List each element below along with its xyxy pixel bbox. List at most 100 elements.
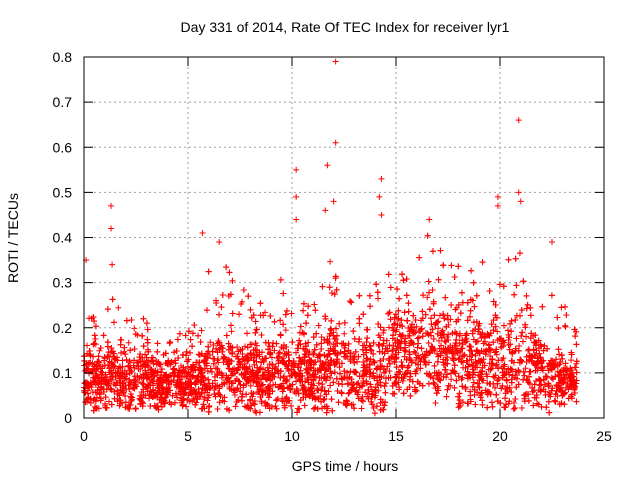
- data-point: [457, 349, 464, 356]
- data-point: [371, 359, 378, 366]
- data-point: [562, 360, 569, 367]
- data-point: [467, 388, 474, 395]
- data-point: [414, 335, 421, 342]
- data-point: [469, 383, 476, 390]
- data-point: [532, 367, 539, 374]
- data-point: [223, 264, 230, 271]
- data-point: [459, 345, 466, 352]
- data-point: [243, 380, 250, 387]
- data-point: [161, 397, 168, 404]
- data-point: [524, 391, 531, 398]
- data-point: [196, 359, 203, 366]
- data-point: [174, 394, 181, 401]
- data-point: [535, 375, 542, 382]
- data-point: [410, 341, 417, 348]
- data-point: [359, 393, 366, 400]
- data-point: [509, 372, 516, 379]
- data-point: [384, 363, 391, 370]
- data-point: [240, 286, 247, 293]
- data-point: [122, 393, 129, 400]
- data-point: [537, 377, 544, 384]
- data-point: [499, 382, 506, 389]
- data-point: [481, 333, 488, 340]
- data-point: [453, 336, 460, 343]
- data-point: [327, 258, 334, 265]
- data-point: [187, 349, 194, 356]
- data-point: [510, 405, 517, 412]
- data-point: [436, 337, 443, 344]
- data-point: [358, 405, 365, 412]
- data-point: [380, 355, 387, 362]
- data-point: [410, 330, 417, 337]
- data-point: [377, 324, 384, 331]
- data-point: [458, 289, 465, 296]
- data-point: [176, 330, 183, 337]
- data-point: [169, 392, 176, 399]
- data-point: [301, 402, 308, 409]
- data-point: [251, 401, 258, 408]
- data-point: [229, 310, 236, 317]
- data-point: [341, 330, 348, 337]
- data-point: [150, 360, 157, 367]
- data-point: [158, 369, 165, 376]
- data-point: [92, 335, 99, 342]
- data-point: [104, 354, 111, 361]
- data-point: [218, 342, 225, 349]
- data-point: [502, 395, 509, 402]
- data-point: [280, 290, 287, 297]
- data-point: [370, 405, 377, 412]
- data-point: [248, 314, 255, 321]
- data-point: [171, 373, 178, 380]
- data-point: [234, 385, 241, 392]
- data-point: [271, 347, 278, 354]
- data-point: [539, 303, 546, 310]
- data-point: [412, 317, 419, 324]
- data-point: [468, 267, 475, 274]
- data-point: [444, 386, 451, 393]
- data-point: [438, 348, 445, 355]
- data-point: [385, 310, 392, 317]
- data-point: [558, 304, 565, 311]
- data-point: [132, 331, 139, 338]
- data-point: [327, 345, 334, 352]
- data-point: [272, 402, 279, 409]
- data-point: [304, 312, 311, 319]
- data-point: [496, 281, 503, 288]
- data-point: [382, 380, 389, 387]
- data-point: [332, 350, 339, 357]
- data-point: [187, 336, 194, 343]
- data-point: [342, 342, 349, 349]
- data-point: [199, 373, 206, 380]
- data-point: [313, 330, 320, 337]
- data-point: [415, 361, 422, 368]
- data-point: [572, 333, 579, 340]
- data-point: [207, 365, 214, 372]
- data-point: [143, 320, 150, 327]
- data-point: [422, 311, 429, 318]
- data-point: [214, 356, 221, 363]
- data-point: [455, 263, 462, 270]
- data-point: [260, 312, 267, 319]
- data-point: [334, 388, 341, 395]
- data-point: [110, 319, 117, 326]
- data-point: [452, 346, 459, 353]
- data-point: [411, 348, 418, 355]
- data-point: [508, 328, 515, 335]
- data-point: [198, 389, 205, 396]
- data-point: [289, 381, 296, 388]
- data-point: [271, 366, 278, 373]
- data-point: [513, 375, 520, 382]
- data-point: [470, 336, 477, 343]
- data-point: [436, 312, 443, 319]
- data-point: [396, 331, 403, 338]
- data-point: [380, 406, 387, 413]
- data-point: [472, 326, 479, 333]
- data-point: [511, 291, 518, 298]
- data-point: [524, 301, 531, 308]
- data-point: [214, 357, 221, 364]
- data-point: [526, 373, 533, 380]
- data-point: [140, 343, 147, 350]
- data-point: [456, 397, 463, 404]
- data-point: [223, 332, 230, 339]
- data-point: [216, 391, 223, 398]
